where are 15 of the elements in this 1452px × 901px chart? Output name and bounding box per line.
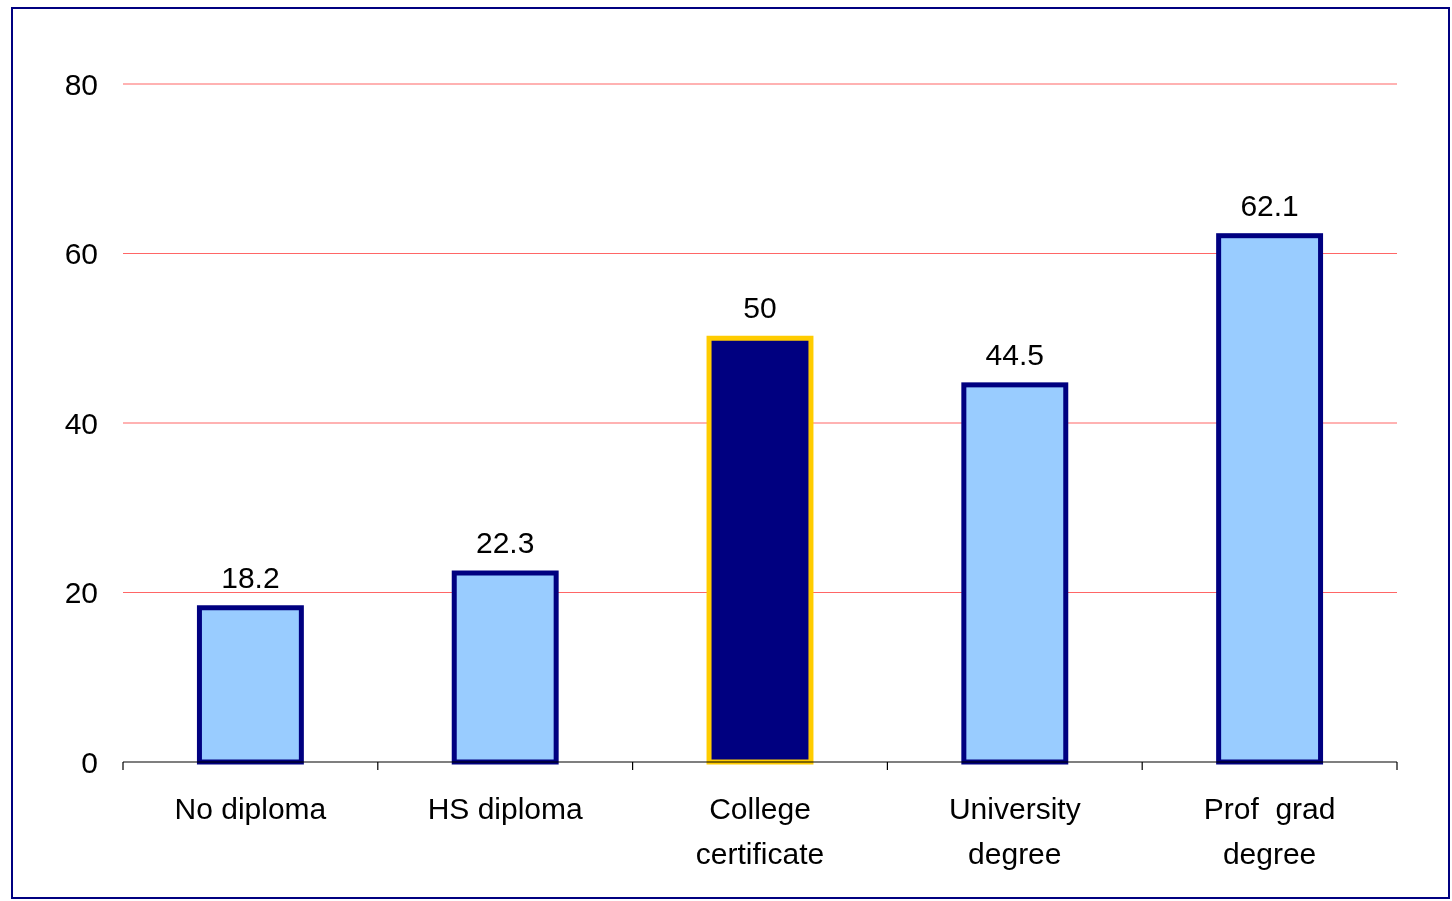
x-tick-label: College certificate (695, 792, 825, 870)
x-tick-label: Prof grad degree (1203, 792, 1336, 870)
y-tick-label: 40 (64, 406, 98, 440)
y-tick-label: 60 (64, 237, 98, 270)
y-tick-label: 0 (81, 745, 98, 779)
data-label: 62.1 (1240, 188, 1299, 222)
y-tick-label: 80 (64, 67, 98, 101)
data-label: 18.2 (221, 560, 280, 594)
x-tick-label: University degree (948, 792, 1081, 870)
data-label: 50 (743, 291, 777, 325)
data-label: 22.3 (476, 526, 535, 560)
y-tick-label: 20 (64, 576, 98, 609)
data-label: 44.5 (985, 337, 1044, 371)
x-tick-label: No diploma (174, 792, 327, 825)
x-tick-label: HS diploma (427, 792, 584, 825)
